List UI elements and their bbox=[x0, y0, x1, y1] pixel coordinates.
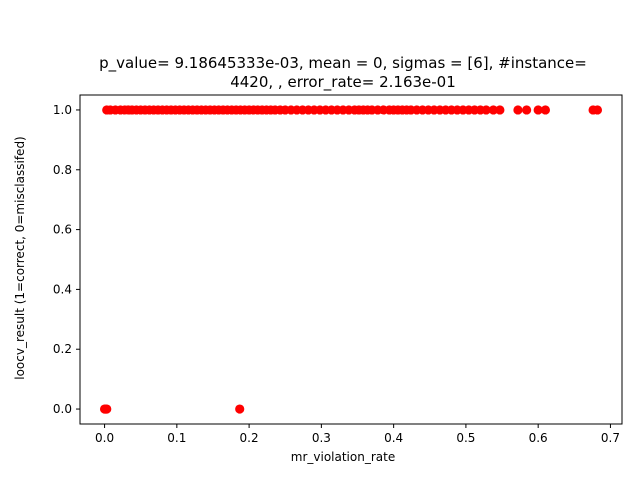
y-tick-label: 0.2 bbox=[53, 342, 72, 356]
x-tick-label: 0.4 bbox=[384, 431, 403, 445]
x-axis-label: mr_violation_rate bbox=[290, 450, 396, 464]
data-point bbox=[540, 105, 551, 115]
x-tick-label: 0.7 bbox=[601, 431, 620, 445]
x-tick-label: 0.1 bbox=[167, 431, 186, 445]
data-point bbox=[513, 105, 523, 115]
y-tick-label: 0.6 bbox=[53, 223, 72, 237]
plot-frame bbox=[79, 94, 623, 425]
points-layer bbox=[99, 105, 603, 414]
y-axis-label: loocv_result (1=correct, 0=misclassifed) bbox=[13, 136, 27, 380]
data-point bbox=[495, 105, 505, 115]
x-tick-label: 0.6 bbox=[529, 431, 548, 445]
y-tick-label: 0.8 bbox=[53, 163, 72, 177]
data-point bbox=[592, 105, 603, 115]
x-tick-label: 0.2 bbox=[240, 431, 259, 445]
chart-title-line-2: 4420, , error_rate= 2.163e-01 bbox=[230, 73, 456, 91]
ticks-layer: 0.0 0.1 0.2 0.3 0.4 0.5 0.6 0.7 0.0 0.2 0.4 0.6 0.8 1… bbox=[53, 103, 620, 445]
data-point bbox=[102, 404, 112, 414]
data-point bbox=[488, 105, 498, 115]
data-point bbox=[522, 105, 532, 115]
data-point bbox=[235, 404, 245, 414]
y-tick-label: 0.0 bbox=[53, 402, 72, 416]
x-tick-label: 0.3 bbox=[312, 431, 331, 445]
x-tick-label: 0.0 bbox=[95, 431, 114, 445]
y-tick-label: 0.4 bbox=[53, 282, 72, 296]
data-point bbox=[481, 105, 491, 115]
x-tick-label: 0.5 bbox=[456, 431, 475, 445]
y-tick-label: 1.0 bbox=[53, 103, 72, 117]
data-point bbox=[533, 105, 543, 115]
chart-title-line-1: p_value= 9.18645333e-03, mean = 0, sigma… bbox=[99, 54, 587, 72]
